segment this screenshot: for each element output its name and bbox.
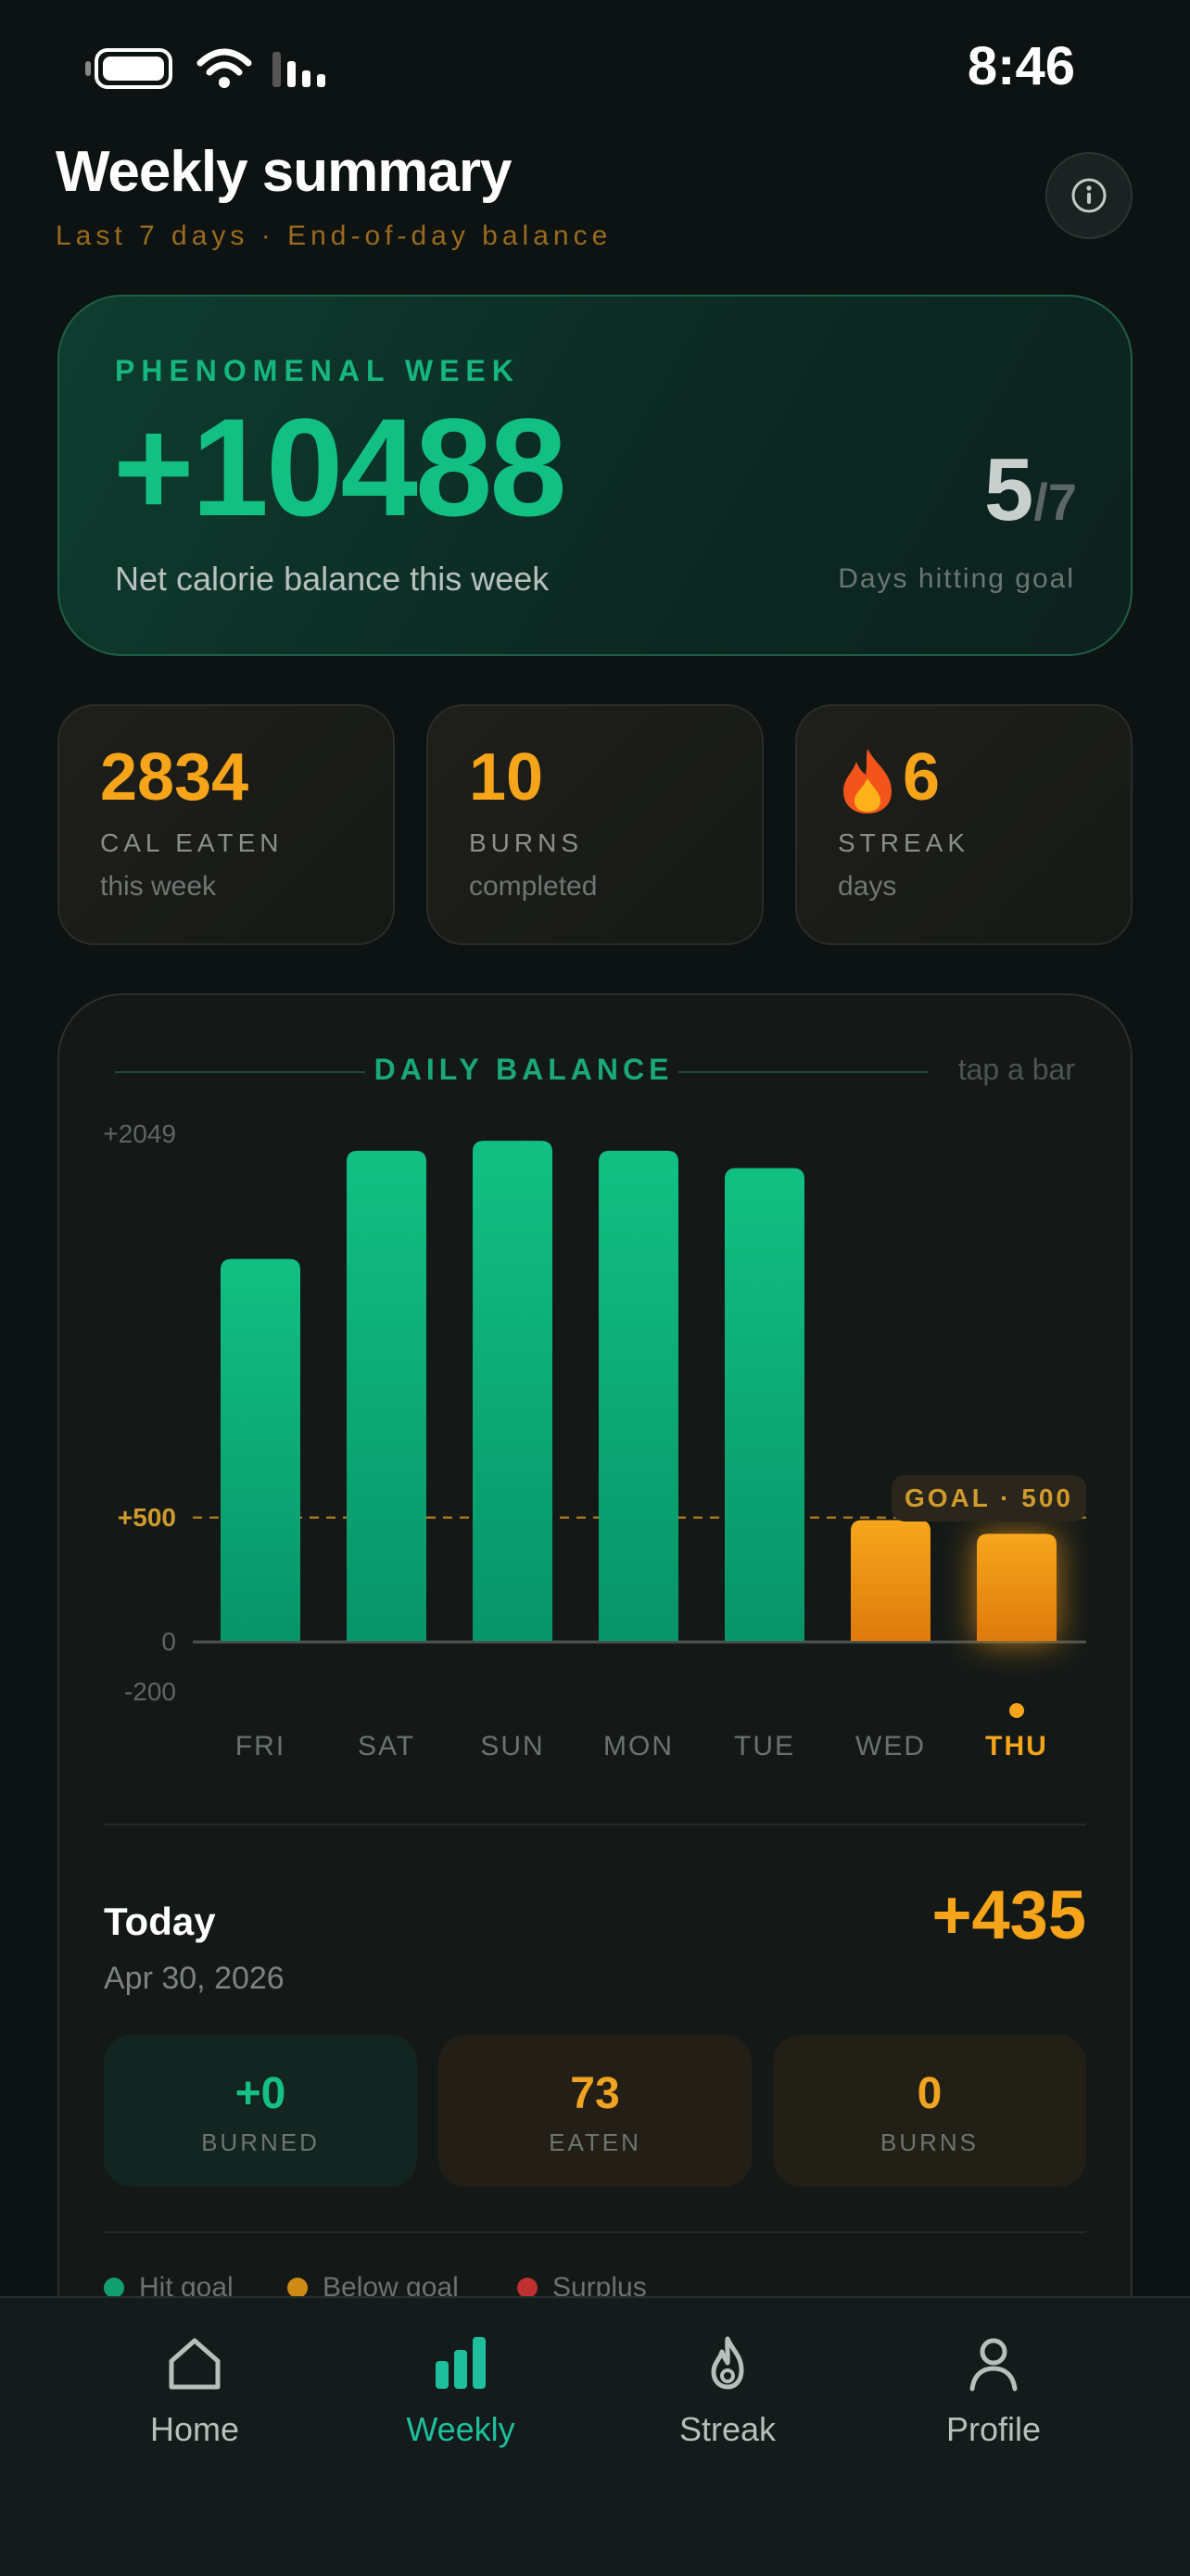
daily-balance-chart[interactable] (0, 0, 1190, 1853)
stat-sub: completed (469, 871, 598, 902)
legend-dot (104, 2278, 124, 2298)
metric-label: BURNED (201, 2128, 320, 2156)
today-label: Today (104, 1900, 216, 1943)
heading-rule-right (678, 1071, 929, 1073)
day-label-thu[interactable]: THU (985, 1731, 1048, 1762)
metric-eaten: 73 EATEN (438, 2035, 752, 2187)
tab-label: Streak (678, 2410, 777, 2448)
y-tick-zero: 0 (161, 1627, 176, 1656)
day-label-wed[interactable]: WED (855, 1731, 926, 1762)
stat-value: 6 (903, 740, 941, 814)
tab-label: Home (149, 2410, 240, 2448)
tab-home[interactable]: Home (102, 2333, 287, 2449)
battery-cap (85, 61, 91, 76)
net-balance-description: Net calorie balance this week (115, 560, 550, 598)
status-time: 8:46 (967, 36, 1075, 96)
metric-burned: +0 BURNED (104, 2035, 417, 2187)
tab-label: Weekly (406, 2410, 515, 2448)
metric-value: 73 (570, 2069, 620, 2118)
selected-day-dot (1009, 1703, 1024, 1718)
goal-badge: GOAL · 500 (892, 1475, 1086, 1522)
page-title: Weekly summary (56, 140, 512, 204)
chart-heading: DAILY BALANCE (373, 1053, 674, 1086)
tab-label: Profile (945, 2410, 1042, 2448)
home-icon (169, 2338, 221, 2390)
stat-label: BURNS (469, 828, 584, 857)
stat-label: CAL EATEN (100, 828, 284, 857)
week-rating-label: PHENOMENAL WEEK (115, 354, 520, 387)
person-icon (969, 2338, 1018, 2392)
day-label-sat[interactable]: SAT (357, 1731, 416, 1762)
net-balance-value: +10488 (113, 389, 567, 545)
bar-fri[interactable] (221, 1258, 300, 1641)
tab-profile[interactable]: Profile (901, 2333, 1086, 2449)
stat-card-streak: 6 STREAK days (795, 704, 1133, 945)
y-tick-goal: +500 (117, 1503, 176, 1532)
stat-value: 2834 (100, 740, 249, 814)
today-date: Apr 30, 2026 (104, 1961, 285, 1996)
day-label-tue[interactable]: TUE (734, 1731, 795, 1762)
info-icon (1071, 178, 1107, 213)
legend-dot (517, 2278, 538, 2298)
section-divider (104, 2231, 1086, 2233)
stat-sub: days (838, 871, 897, 902)
bar-wed[interactable] (851, 1520, 930, 1641)
days-hit-label: Days hitting goal (838, 563, 1075, 594)
days-hit-value: 5 (983, 440, 1034, 539)
flame-icon (711, 2336, 744, 2390)
heading-rule-left (115, 1071, 365, 1073)
tab-weekly[interactable]: Weekly (368, 2333, 553, 2449)
metric-label: BURNS (880, 2128, 979, 2156)
bar-sat[interactable] (347, 1150, 426, 1641)
bar-chart-icon (436, 2337, 486, 2389)
stat-card-burns: 10 BURNS completed (426, 704, 764, 945)
metric-label: EATEN (549, 2128, 641, 2156)
tap-hint: tap a bar (957, 1053, 1075, 1086)
signal-icon (272, 52, 325, 87)
stat-sub: this week (100, 871, 217, 902)
battery-icon (95, 48, 172, 89)
bar-tue[interactable] (725, 1168, 804, 1641)
fire-icon (843, 749, 892, 814)
section-divider (104, 1824, 1086, 1825)
days-total-value: /7 (1033, 473, 1077, 531)
today-balance-value: +435 (931, 1876, 1086, 1953)
stat-label: STREAK (838, 828, 970, 857)
day-label-fri[interactable]: FRI (234, 1731, 286, 1762)
info-button[interactable] (1045, 152, 1133, 239)
day-label-mon[interactable]: MON (603, 1731, 674, 1762)
days-hit-counter: 5/7 (927, 439, 1077, 541)
day-label-sun[interactable]: SUN (480, 1731, 545, 1762)
metric-burns: 0 BURNS (773, 2035, 1086, 2187)
bar-mon[interactable] (599, 1150, 678, 1641)
weekly-balance-card (57, 295, 1133, 656)
y-tick-bottom: -200 (123, 1677, 176, 1706)
legend-dot (287, 2278, 308, 2298)
stat-value: 10 (469, 740, 544, 814)
page-subtitle: Last 7 days · End-of-day balance (56, 221, 613, 251)
metric-value: 0 (917, 2069, 943, 2118)
y-tick-top: +2049 (103, 1119, 176, 1148)
tab-streak[interactable]: Streak (635, 2333, 820, 2449)
stat-card-cal-eaten: 2834 CAL EATEN this week (57, 704, 395, 945)
metric-value: +0 (234, 2069, 286, 2118)
bar-thu[interactable] (977, 1534, 1057, 1641)
wifi-icon (196, 48, 252, 88)
bar-sun[interactable] (473, 1141, 552, 1641)
